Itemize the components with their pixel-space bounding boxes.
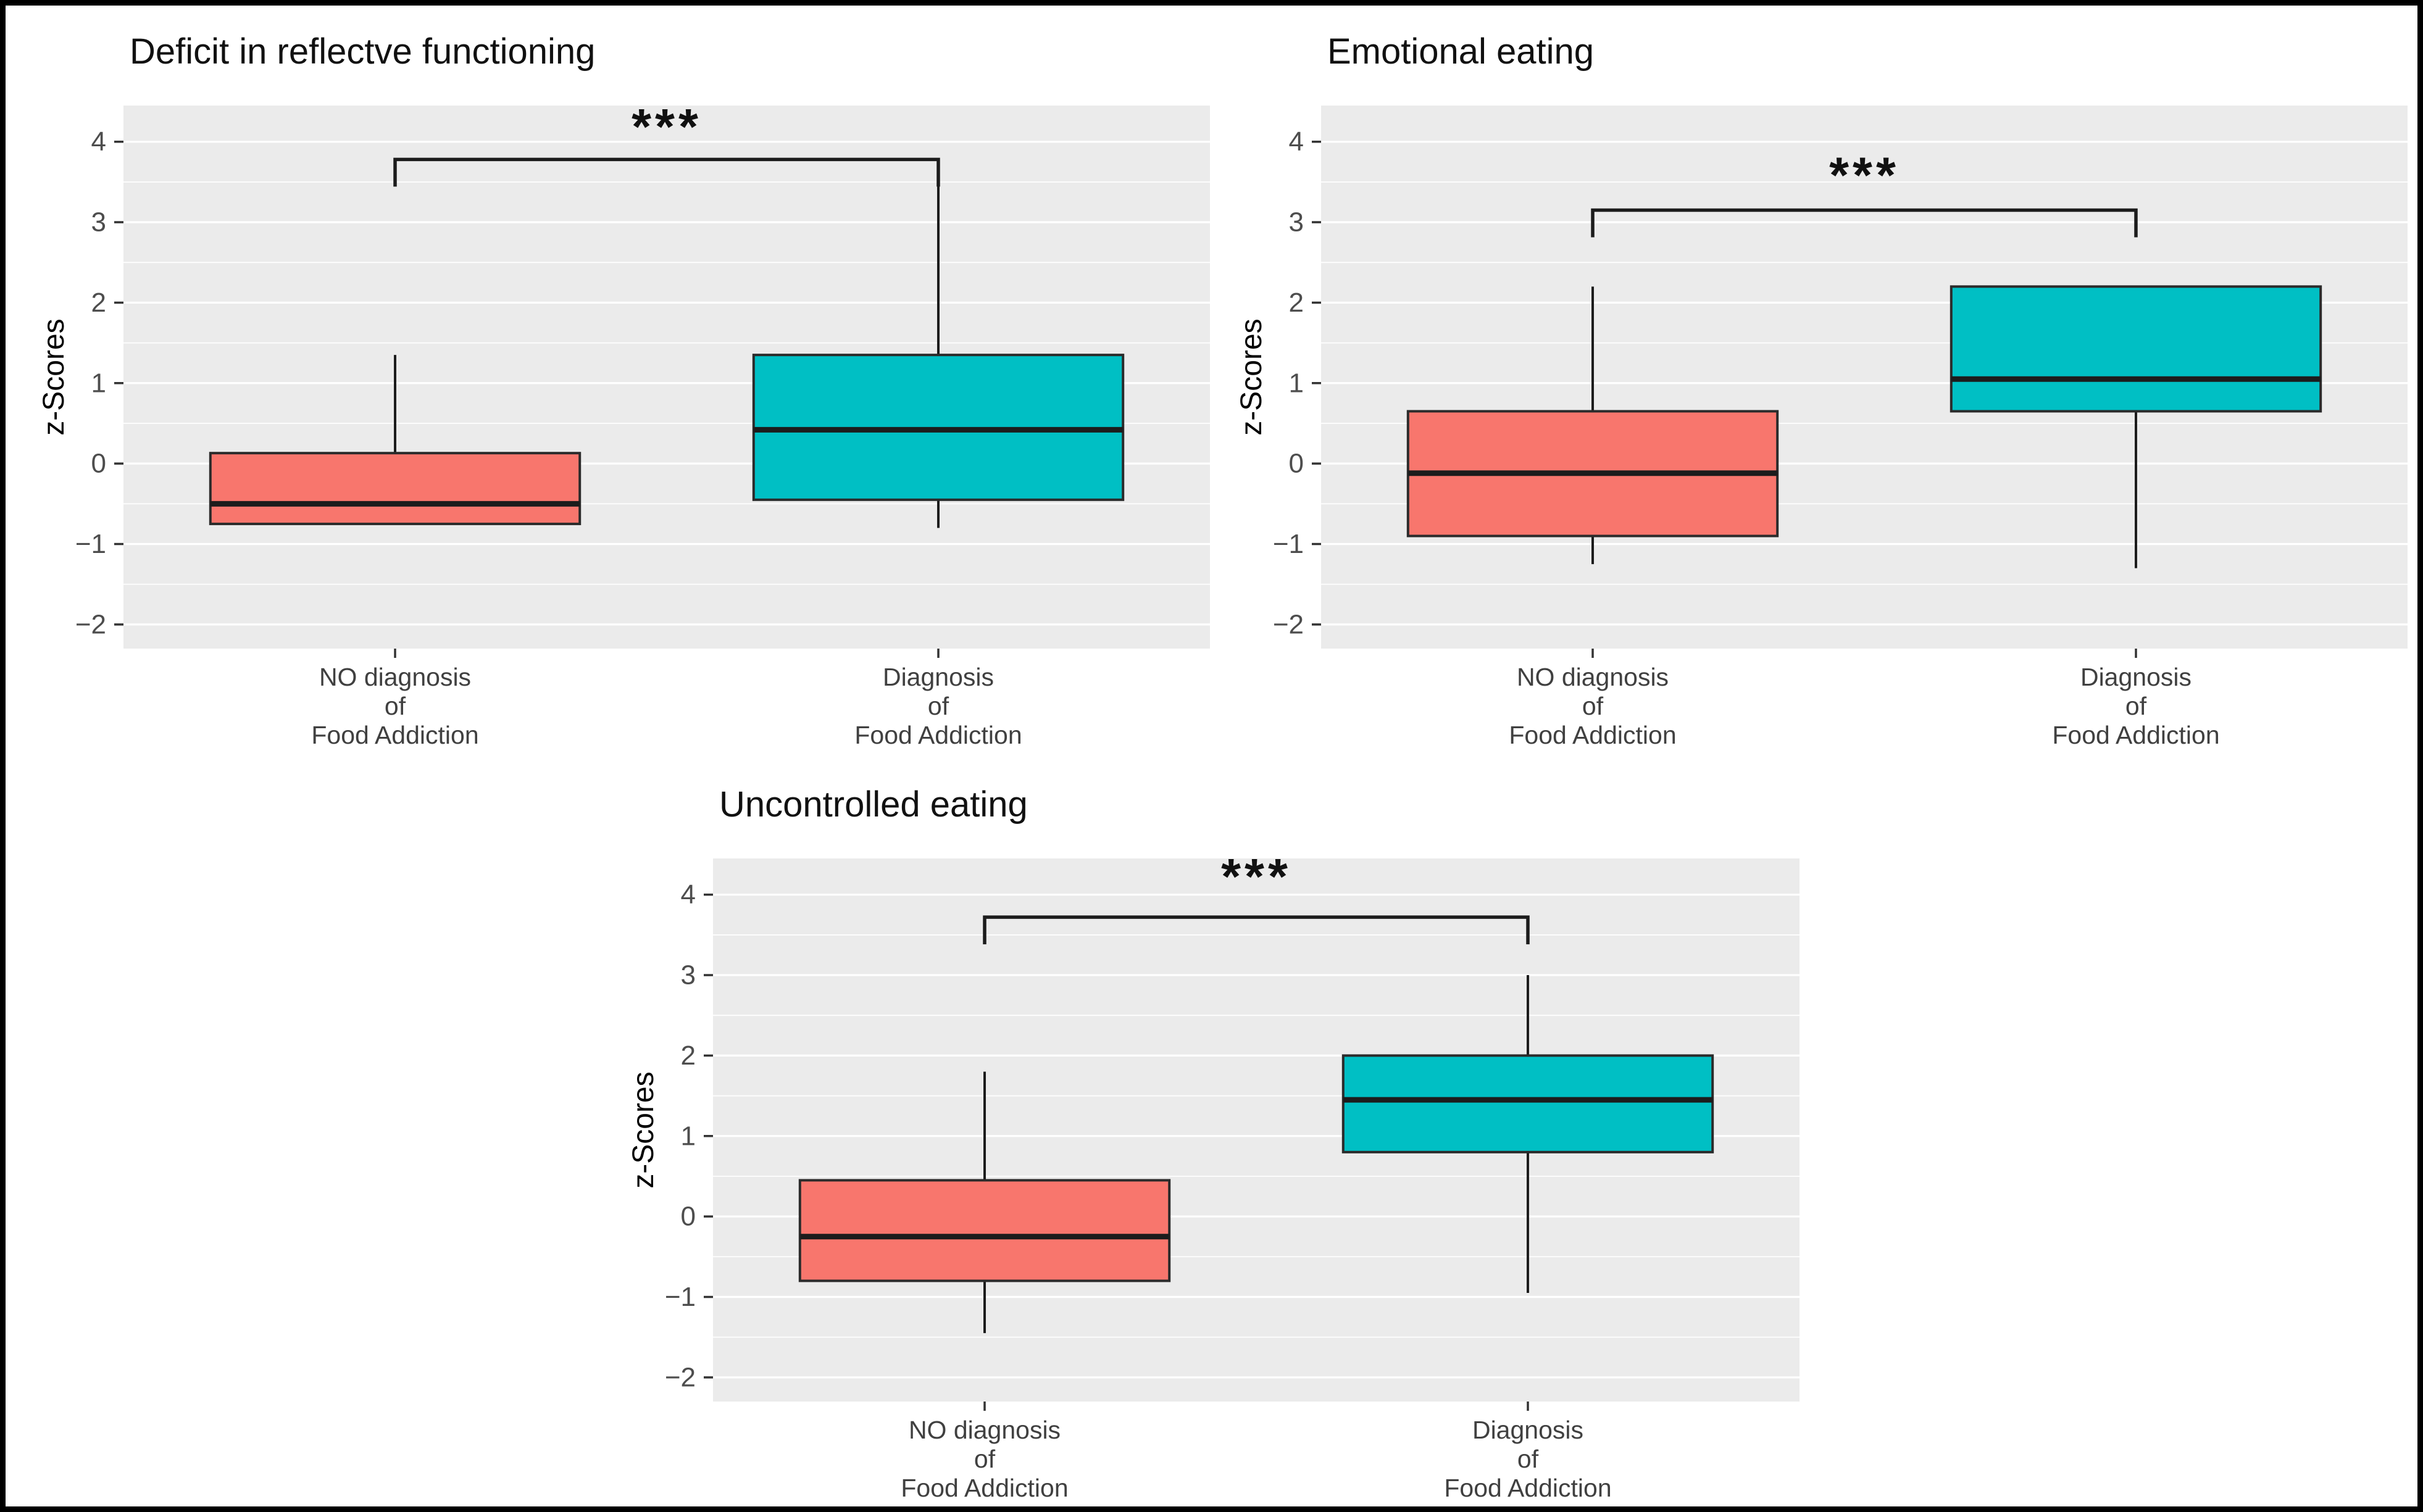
x-category-label-line: Diagnosis [883,663,994,691]
x-category-label-line: NO diagnosis [319,663,471,691]
x-category-label-line: Food Addiction [901,1474,1068,1502]
box-diagnosis [1950,285,2322,413]
chart-deficit-reflective-functioning: Deficit in reflectve functioning 4 3 2 1 0 −1… [36,13,1216,754]
y-tick-label: −2 [1273,609,1304,639]
y-tick-label: −2 [75,609,106,639]
y-tick-label: 3 [681,960,696,991]
chart-title: Deficit in reflectve functioning [130,31,596,72]
x-category-label-line: of [1582,692,1604,720]
y-tick-label: 1 [91,368,106,398]
significance-bracket [393,157,940,187]
chart-title: Uncontrolled eating [719,784,1028,825]
significance-bracket [1591,208,2138,238]
y-tick-label: 2 [681,1041,696,1071]
y-tick-label: 1 [1289,368,1304,398]
y-axis-label: z-Scores [38,318,70,435]
y-tick-label: −1 [75,529,106,559]
y-axis-label: z-Scores [1235,318,1268,435]
y-tick-label: 0 [681,1202,696,1232]
x-category-label-line: of [928,692,949,720]
y-tick-label: −1 [1273,529,1304,559]
y-tick-label: 4 [91,127,106,157]
x-category-label-diagnosis: Diagnosis of Food Addiction [1444,1416,1611,1502]
box-diagnosis [1341,1054,1714,1153]
significance-stars: *** [632,99,702,156]
x-category-label-no-diagnosis: NO diagnosis of Food Addiction [901,1416,1068,1502]
y-tick-label: 4 [681,879,696,910]
y-tick-label: 2 [1289,288,1304,318]
y-axis-label: z-Scores [627,1071,660,1188]
chart-emotional-eating: Emotional eating 4 3 2 1 0 −1 −2 z-Scores NO dia… [1234,13,2414,754]
x-category-label-line: Food Addiction [2052,721,2219,749]
y-tick-label: −2 [665,1362,696,1392]
y-tick-label: 0 [1289,449,1304,479]
x-category-label-line: Food Addiction [1509,721,1676,749]
x-category-label-line: NO diagnosis [1517,663,1669,691]
x-category-label-line: Diagnosis [1472,1416,1583,1444]
y-tick-label: 3 [1289,207,1304,238]
y-tick-label: 3 [91,207,106,238]
x-category-label-line: Food Addiction [854,721,1022,749]
x-category-label-diagnosis: Diagnosis of Food Addiction [854,663,1022,749]
x-category-label-diagnosis: Diagnosis of Food Addiction [2052,663,2219,749]
y-tick-label: 2 [91,288,106,318]
x-category-label-line: of [385,692,406,720]
x-category-label-line: NO diagnosis [909,1416,1061,1444]
y-tick-label: 0 [91,449,106,479]
x-category-label-line: Food Addiction [1444,1474,1611,1502]
chart-uncontrolled-eating: Uncontrolled eating 4 3 2 1 0 −1 −2 z-Scores NO … [626,766,1806,1506]
x-category-label-line: Food Addiction [311,721,478,749]
box-no-diagnosis [798,1179,1171,1282]
x-category-label-line: of [2125,692,2147,720]
box-no-diagnosis [209,452,582,525]
significance-stars: *** [1221,849,1291,905]
y-tick-label: 4 [1289,127,1304,157]
y-tick-label: 1 [681,1121,696,1151]
x-category-label-line: of [974,1445,996,1473]
x-category-label-line: of [1517,1445,1539,1473]
significance-bracket [983,915,1530,945]
significance-stars: *** [1829,147,1900,204]
chart-title: Emotional eating [1327,31,1595,72]
y-tick-label: −1 [665,1282,696,1312]
x-category-label-no-diagnosis: NO diagnosis of Food Addiction [311,663,478,749]
x-category-label-no-diagnosis: NO diagnosis of Food Addiction [1509,663,1676,749]
x-category-label-line: Diagnosis [2080,663,2192,691]
